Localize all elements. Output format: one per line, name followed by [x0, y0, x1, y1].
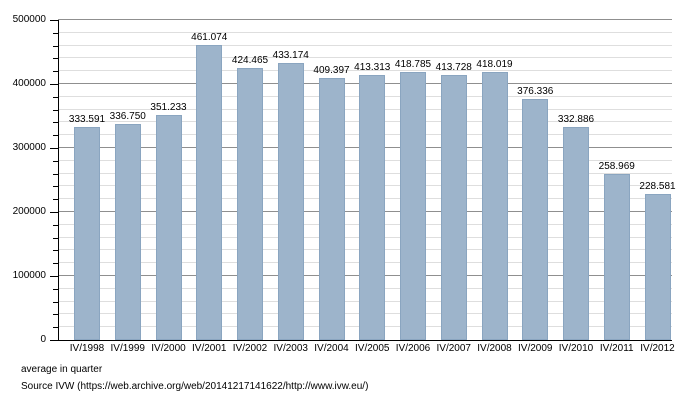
bar-value-label: 409.397 — [313, 65, 350, 76]
bar-value-label: 413.728 — [435, 62, 472, 74]
bar: 418.019 — [476, 59, 513, 340]
bar-value-label: 418.019 — [476, 59, 513, 71]
y-tick-label: 0 — [40, 334, 46, 345]
y-minor-tick — [53, 71, 58, 73]
bar-value-label: 433.174 — [272, 49, 309, 61]
x-tick-label: IV/2008 — [477, 343, 512, 354]
bar: 228.581 — [639, 181, 676, 340]
y-axis-line — [58, 20, 59, 341]
bar-value-label: 413.313 — [354, 62, 391, 74]
x-tick-label: IV/2011 — [599, 343, 634, 354]
bar: 258.969 — [599, 161, 635, 340]
bar: 413.728 — [436, 62, 472, 340]
y-minor-tick — [53, 32, 58, 34]
gridline-major — [58, 19, 672, 20]
bar: 413.313 — [354, 62, 390, 340]
y-tick-label: 400000 — [12, 78, 46, 89]
gridline-minor — [58, 44, 672, 46]
y-tick-label: 300000 — [12, 142, 46, 153]
chart-source: Source IVW (https://web.archive.org/web/… — [21, 381, 369, 392]
bar-value-label: 351.233 — [150, 102, 187, 114]
y-minor-tick — [53, 224, 58, 226]
bar: 418.785 — [395, 59, 431, 340]
y-minor-tick — [53, 122, 58, 124]
bar-value-label: 424.465 — [231, 55, 269, 67]
bar: 409.397 — [313, 65, 350, 340]
y-tick-label: 500000 — [12, 14, 46, 25]
bar-value-label: 418.785 — [394, 58, 432, 70]
gridline-minor — [58, 31, 672, 33]
y-minor-tick — [53, 250, 58, 252]
x-tick-label: IV/1999 — [110, 343, 145, 354]
x-tick-label: IV/2004 — [314, 343, 349, 354]
bar-value-label: 461.074 — [191, 31, 228, 43]
x-tick-label: IV/2012 — [640, 343, 675, 354]
y-minor-tick — [53, 263, 58, 265]
y-minor-tick — [53, 288, 58, 290]
gridline-minor — [58, 70, 672, 72]
x-tick-label: IV/2005 — [355, 343, 390, 354]
y-minor-tick — [53, 135, 58, 137]
bar-value-label: 336.750 — [109, 111, 146, 123]
gridline-minor — [58, 57, 672, 59]
y-minor-tick — [53, 96, 58, 98]
y-minor-tick — [53, 186, 58, 188]
x-tick-label: IV/2001 — [192, 343, 227, 354]
bar-value-label: 332.886 — [557, 113, 595, 125]
bar: 351.233 — [150, 102, 187, 340]
x-tick-label: IV/2009 — [518, 343, 553, 354]
bar: 332.886 — [558, 114, 594, 340]
x-tick-label: IV/2006 — [395, 343, 431, 354]
y-minor-tick — [53, 109, 58, 111]
y-major-tick — [50, 340, 58, 341]
y-minor-tick — [53, 301, 58, 303]
bar: 433.174 — [273, 50, 309, 340]
x-tick-label: IV/2003 — [273, 343, 308, 354]
y-minor-tick — [53, 173, 58, 175]
x-tick-label: IV/2007 — [436, 343, 471, 354]
bar-value-label: 228.581 — [639, 180, 676, 192]
y-major-tick — [50, 148, 58, 149]
y-minor-tick — [53, 237, 58, 239]
bar-value-label: 258.969 — [598, 161, 635, 173]
y-major-tick — [50, 20, 58, 21]
bar: 461.074 — [191, 32, 227, 340]
y-minor-tick — [53, 58, 58, 60]
y-tick-label: 200000 — [12, 206, 46, 217]
y-major-tick — [50, 212, 58, 213]
bar-value-label: 376.336 — [517, 86, 554, 98]
x-axis-line — [58, 340, 672, 341]
bar: 424.465 — [232, 55, 268, 340]
y-minor-tick — [53, 45, 58, 47]
y-major-tick — [50, 276, 58, 277]
bar: 333.591 — [69, 114, 105, 340]
chart-note: average in quarter — [21, 364, 103, 375]
bar-value-label: 333.591 — [68, 113, 106, 125]
chart-footer: average in quarter Source IVW (https://w… — [21, 361, 368, 395]
x-tick-label: IV/2010 — [558, 343, 594, 354]
x-tick-label: IV/2002 — [232, 343, 268, 354]
y-minor-tick — [53, 199, 58, 201]
bar: 336.750 — [110, 111, 146, 340]
y-minor-tick — [53, 314, 58, 316]
y-major-tick — [50, 84, 58, 85]
x-tick-label: IV/1998 — [69, 343, 105, 354]
y-minor-tick — [53, 160, 58, 162]
plot-area: 333.591 336.750 351.233 461.074 424.465 433.1… — [58, 19, 676, 340]
bar: 376.336 — [517, 86, 553, 340]
x-tick-label: IV/2000 — [151, 343, 186, 354]
y-tick-label: 100000 — [12, 270, 46, 281]
y-minor-tick — [53, 327, 58, 329]
